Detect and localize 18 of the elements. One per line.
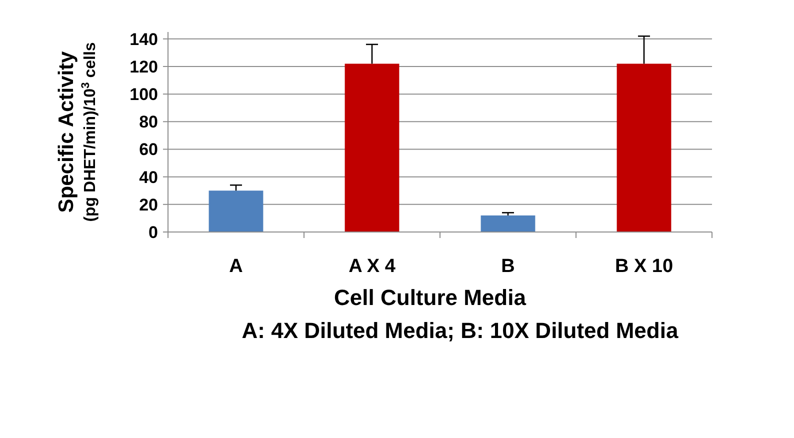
bar — [616, 64, 672, 232]
y-tick-label: 60 — [139, 140, 158, 160]
x-tick-label: A X 4 — [348, 256, 396, 277]
bar — [344, 64, 400, 232]
y-tick-label: 100 — [130, 85, 158, 104]
bar — [480, 215, 536, 232]
text: A: 4X Diluted Media; B: 10X Diluted Media — [242, 318, 679, 343]
y-tick-label: 40 — [139, 168, 158, 187]
x-tick-label: B — [501, 256, 515, 277]
y-tick-label: 120 — [130, 57, 158, 76]
y-tick-label: 140 — [130, 30, 158, 49]
x-tick-label: A — [229, 256, 244, 277]
x-axis-title: Cell Culture Media — [334, 285, 527, 310]
x-tick-label: B X 10 — [614, 256, 674, 277]
y-tick-label: 0 — [148, 222, 158, 242]
bar — [208, 190, 264, 232]
y-tick-label: 80 — [139, 112, 158, 132]
y-tick-label: 20 — [139, 195, 158, 214]
